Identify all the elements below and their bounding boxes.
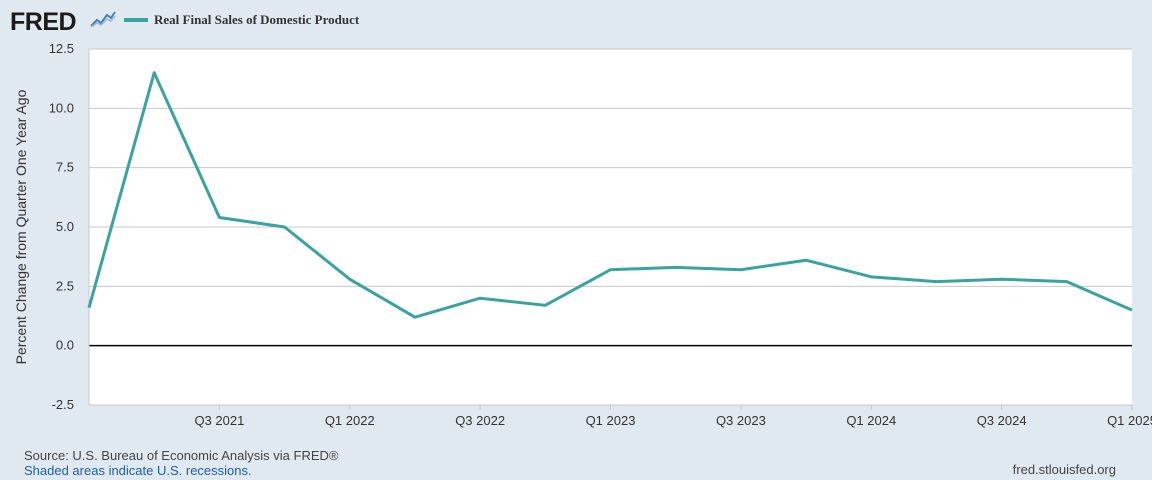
- chart-footer: Source: U.S. Bureau of Economic Analysis…: [24, 448, 338, 478]
- x-tick-label: Q3 2023: [716, 413, 766, 428]
- y-tick-label: 5.0: [56, 219, 74, 234]
- line-chart-icon: [90, 10, 116, 28]
- source-text: Source: U.S. Bureau of Economic Analysis…: [24, 448, 339, 463]
- y-tick-label: 10.0: [49, 100, 74, 115]
- x-tick-label: Q1 2025: [1107, 413, 1152, 428]
- x-tick-label: Q3 2021: [194, 413, 244, 428]
- legend-swatch: [124, 18, 148, 22]
- line-chart: 12.5 10.0 7.5 5.0 2.5 0.0 -2.5 Q3 2021 Q1 2022 Q3…: [13, 41, 1152, 428]
- chart-header: FRED Real Final Sales of Domestic Produc…: [0, 0, 1152, 40]
- y-axis-label: Percent Change from Quarter One Year Ago: [13, 89, 29, 364]
- chart-legend: Real Final Sales of Domestic Product: [124, 12, 359, 28]
- y-tick-label: 2.5: [56, 278, 74, 293]
- y-tick-label: -2.5: [52, 397, 74, 412]
- x-tick-label: Q1 2024: [846, 413, 896, 428]
- y-tick-label: 0.0: [56, 338, 74, 353]
- fred-logo[interactable]: FRED: [10, 8, 77, 36]
- x-tick-label: Q3 2022: [455, 413, 505, 428]
- site-link[interactable]: fred.stlouisfed.org: [1012, 462, 1116, 477]
- legend-label: Real Final Sales of Domestic Product: [154, 12, 360, 27]
- recession-note[interactable]: Shaded areas indicate U.S. recessions.: [24, 463, 252, 478]
- x-tick-label: Q3 2024: [977, 413, 1027, 428]
- y-tick-label: 12.5: [49, 41, 74, 56]
- y-tick-label: 7.5: [56, 160, 74, 175]
- x-tick-label: Q1 2022: [325, 413, 375, 428]
- x-tick-label: Q1 2023: [586, 413, 636, 428]
